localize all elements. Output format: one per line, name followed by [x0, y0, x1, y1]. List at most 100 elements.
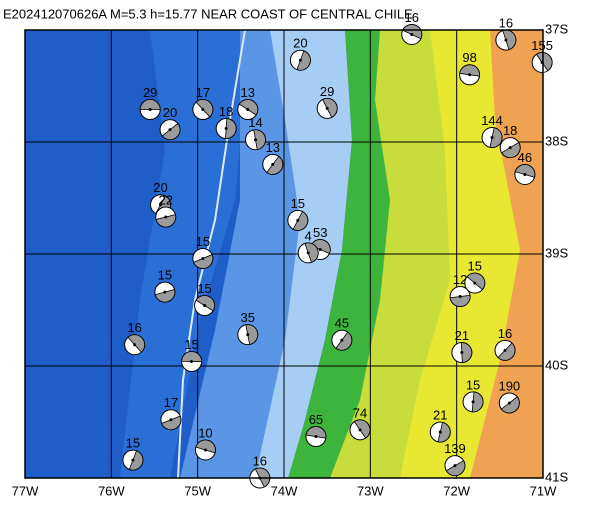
focal-mechanism [297, 242, 319, 264]
depth-label: 4 [305, 228, 312, 243]
depth-label: 74 [353, 405, 367, 420]
p-axis [306, 251, 310, 255]
depth-label: 13 [266, 140, 280, 155]
focal-mechanism [331, 329, 353, 351]
focal-mechanism [462, 391, 484, 413]
depth-label: 139 [444, 441, 466, 456]
compression-quadrant [195, 439, 216, 454]
compression-quadrant [195, 99, 214, 118]
focal-mechanism [514, 163, 536, 185]
p-axis [340, 338, 344, 342]
x-tick-label: 71W [530, 483, 557, 498]
depth-label: 21 [455, 328, 469, 343]
depth-label: 15 [158, 268, 172, 283]
focal-mechanism [154, 281, 176, 303]
p-axis [523, 172, 527, 176]
depth-label: 155 [531, 38, 553, 53]
compression-quadrant [127, 334, 146, 353]
compression-quadrant [266, 155, 284, 175]
frame [24, 29, 544, 479]
focal-mechanism [122, 449, 144, 471]
y-tick-label: 41S [545, 469, 568, 484]
depth-label: 53 [313, 225, 327, 240]
compression-quadrant [155, 214, 177, 228]
p-axis [458, 295, 462, 299]
p-axis [438, 430, 442, 434]
compression-quadrant [225, 118, 237, 139]
p-axis [410, 32, 414, 36]
p-axis [490, 136, 494, 140]
focal-mechanism [192, 99, 214, 121]
compression-quadrant [193, 254, 214, 269]
p-axis [246, 333, 250, 337]
p-axis [169, 418, 173, 422]
depth-label: 16 [498, 326, 512, 341]
y-tick-label: 40S [545, 357, 568, 372]
p-axis [168, 128, 172, 132]
focal-mechanism [215, 118, 237, 140]
p-axis [453, 464, 457, 468]
depth-label: 144 [481, 113, 503, 128]
x-tick-label: 73W [357, 483, 384, 498]
focal-mechanism [444, 455, 466, 477]
compression-quadrant [500, 396, 520, 414]
x-tick-label: 76W [98, 483, 125, 498]
x-tick-label: 75W [184, 483, 211, 498]
p-axis [246, 108, 250, 112]
p-axis [190, 360, 194, 364]
p-axis [325, 106, 329, 110]
depth-label: 29 [320, 84, 334, 99]
focal-mechanism [464, 272, 486, 294]
compression-quadrant [292, 211, 309, 231]
compression-quadrant [437, 421, 451, 443]
map-title: E202412070626A M=5.3 h=15.77 NEAR COAST … [3, 6, 413, 21]
y-tick-label: 38S [545, 133, 568, 148]
focal-mechanism [499, 137, 521, 159]
x-tick-label: 72W [443, 483, 470, 498]
p-axis [159, 203, 163, 207]
depth-label: 21 [433, 408, 447, 423]
p-axis [508, 146, 512, 150]
focal-mechanism [449, 286, 471, 308]
depth-label: 16 [253, 453, 267, 468]
depth-label: 45 [335, 316, 349, 331]
compression-quadrant [353, 419, 371, 439]
p-axis [468, 73, 472, 77]
focal-mechanism [305, 426, 327, 448]
p-axis [201, 108, 205, 112]
compression-quadrant [466, 272, 486, 291]
compression-quadrant [535, 52, 553, 72]
compression-quadrant [139, 99, 161, 110]
p-axis [504, 38, 508, 42]
compression-quadrant [310, 239, 331, 255]
compression-quadrant [304, 242, 319, 263]
depth-label: 15 [197, 281, 211, 296]
depth-label: 20 [153, 180, 167, 195]
p-axis [471, 400, 475, 404]
focal-mechanism [262, 153, 284, 175]
p-axis [133, 343, 137, 347]
p-axis [298, 58, 302, 62]
focal-mechanism [192, 247, 214, 269]
depth-label: 15 [126, 436, 140, 451]
x-tick-label: 77W [12, 483, 39, 498]
focal-mechanism [494, 339, 516, 361]
focal-mechanism [531, 51, 553, 73]
depth-label: 46 [518, 150, 532, 165]
depth-label: 98 [462, 50, 476, 65]
focal-mechanism [160, 409, 182, 431]
depth-label: 22 [158, 192, 172, 207]
compression-quadrant [161, 415, 182, 431]
compression-quadrant [449, 294, 471, 307]
p-axis [507, 401, 511, 405]
compression-quadrant [471, 391, 484, 413]
compression-quadrant [253, 129, 266, 151]
p-axis [473, 281, 477, 285]
depth-label: 190 [498, 378, 520, 393]
compression-quadrant [335, 331, 353, 351]
p-axis [254, 138, 258, 142]
focal-mechanism [316, 97, 338, 119]
depth-label: 17 [164, 395, 178, 410]
p-axis [358, 428, 362, 432]
compression-quadrant [402, 24, 423, 40]
